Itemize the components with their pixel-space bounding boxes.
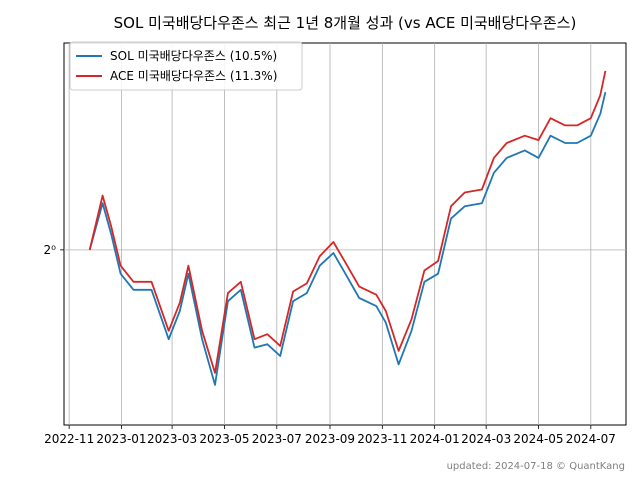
legend-label-ace: ACE 미국배당다우존스 (11.3%) <box>110 69 277 83</box>
grid <box>64 43 626 425</box>
x-tick-label: 2023-03 <box>147 432 197 446</box>
series-line-ace <box>88 70 607 374</box>
series-line-sol <box>88 91 607 386</box>
x-tick-label: 2023-05 <box>199 432 249 446</box>
legend-label-sol: SOL 미국배당다우존스 (10.5%) <box>110 49 277 63</box>
y-tick-label: 2⁰ <box>44 243 57 257</box>
x-tick-label: 2023-09 <box>305 432 355 446</box>
x-tick-label: 2023-07 <box>252 432 302 446</box>
x-axis: 2022-11 2023-01 2023-03 2023-05 2023-07 2023-… <box>44 425 616 446</box>
x-tick-label: 2024-07 <box>566 432 616 446</box>
x-tick-label: 2024-03 <box>461 432 511 446</box>
x-tick-label: 2023-11 <box>357 432 407 446</box>
chart-title: SOL 미국배당다우존스 최근 1년 8개월 성과 (vs ACE 미국배당다우… <box>114 14 577 32</box>
legend: SOL 미국배당다우존스 (10.5%) ACE 미국배당다우존스 (11.3%… <box>69 41 303 91</box>
series-lines <box>88 70 607 386</box>
x-tick-label: 2023-01 <box>96 432 146 446</box>
x-tick-label: 2024-01 <box>410 432 460 446</box>
plot-frame <box>63 42 627 426</box>
updated-footnote: updated: 2024-07-18 © QuantKang <box>447 461 625 472</box>
plot-area <box>63 42 627 426</box>
x-tick-label: 2022-11 <box>44 432 94 446</box>
x-tick-label: 2024-05 <box>513 432 563 446</box>
legend-frame <box>69 41 303 91</box>
y-axis: 2⁰ <box>44 243 64 257</box>
